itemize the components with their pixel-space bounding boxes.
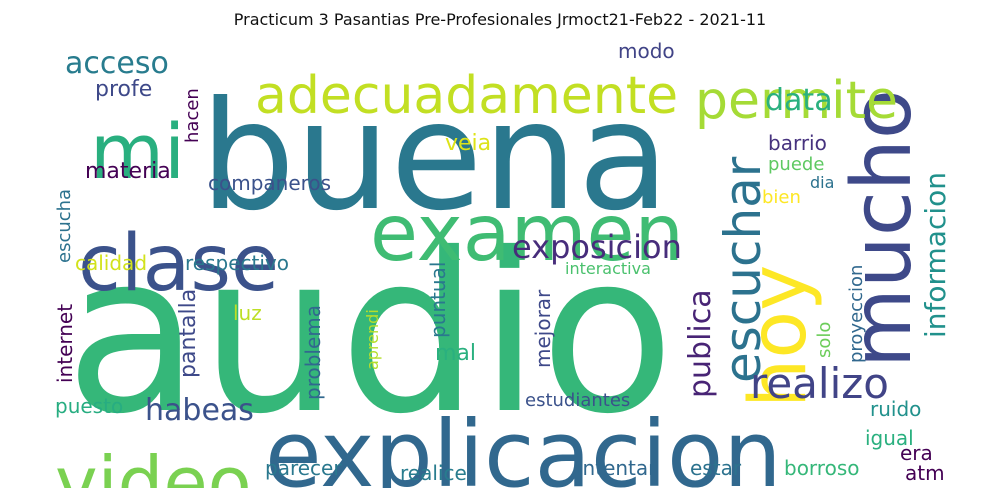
word-barrio: barrio bbox=[768, 131, 827, 155]
word-exposicion: exposicion bbox=[512, 228, 682, 266]
word-interactiva: interactiva bbox=[565, 259, 651, 278]
word-aprendi: aprendi bbox=[363, 309, 382, 370]
word-publica: publica bbox=[683, 289, 718, 398]
word-realice: realice bbox=[400, 461, 467, 485]
word-realizo: realizo bbox=[750, 359, 889, 408]
word-audio: audio bbox=[65, 206, 675, 462]
word-escucha: escucha bbox=[54, 189, 75, 263]
word-acceso: acceso bbox=[65, 46, 169, 81]
word-borroso: borroso bbox=[784, 456, 859, 480]
word-hoy: hoy bbox=[734, 265, 824, 408]
word-clase: clase bbox=[78, 219, 279, 309]
chart-title: Practicum 3 Pasantias Pre-Profesionales … bbox=[233, 10, 767, 29]
word-dia: dia bbox=[810, 173, 834, 192]
word-calidad: calidad bbox=[75, 251, 147, 275]
word-explicacion: explicacion bbox=[265, 401, 782, 488]
word-proyeccion: proyeccion bbox=[846, 265, 867, 363]
word-intentar: intentar bbox=[577, 456, 657, 480]
word-video: video bbox=[55, 441, 252, 488]
word-puesto: puesto bbox=[55, 394, 123, 418]
word-luz: luz bbox=[233, 301, 262, 325]
word-pantalla: pantalla bbox=[176, 289, 201, 378]
word-modo: modo bbox=[618, 39, 675, 63]
word-mi: mi bbox=[90, 107, 185, 196]
word-puntual: puntual bbox=[426, 262, 450, 338]
word-ruido: ruido bbox=[870, 397, 921, 421]
word-mucho: mucho bbox=[835, 89, 930, 368]
word-estar: estar bbox=[690, 456, 742, 480]
word-buena: buena bbox=[200, 70, 670, 244]
word-informacion: informacion bbox=[919, 172, 950, 338]
word-atm: atm bbox=[905, 461, 945, 485]
word-examen: examen bbox=[370, 189, 684, 279]
word-habeas: habeas bbox=[145, 393, 254, 428]
word-materia: materia bbox=[85, 159, 171, 184]
word-internet: internet bbox=[53, 304, 77, 383]
word-permite: permite bbox=[695, 71, 898, 131]
word-puede: puede bbox=[768, 154, 824, 175]
word-mejorar: mejorar bbox=[531, 289, 555, 368]
word-data: data bbox=[765, 83, 833, 118]
word-solo: solo bbox=[814, 322, 835, 358]
word-estudiantes: estudiantes bbox=[525, 390, 630, 411]
word-mal: mal bbox=[435, 341, 476, 366]
word-respectivo: respectivo bbox=[185, 251, 289, 275]
word-hacen: hacen bbox=[182, 88, 203, 143]
word-profe: profe bbox=[95, 77, 152, 102]
word-bien: bien bbox=[762, 187, 801, 208]
word-escuchar: escuchar bbox=[714, 156, 772, 383]
word-era: era bbox=[900, 441, 933, 465]
word-adecuadamente: adecuadamente bbox=[255, 66, 678, 126]
word-parecer: parecer bbox=[265, 456, 342, 480]
word-veia: veia bbox=[445, 131, 491, 156]
word-igual: igual bbox=[865, 426, 914, 450]
word-problema: problema bbox=[301, 305, 325, 400]
word-companeros: companeros bbox=[208, 171, 331, 195]
